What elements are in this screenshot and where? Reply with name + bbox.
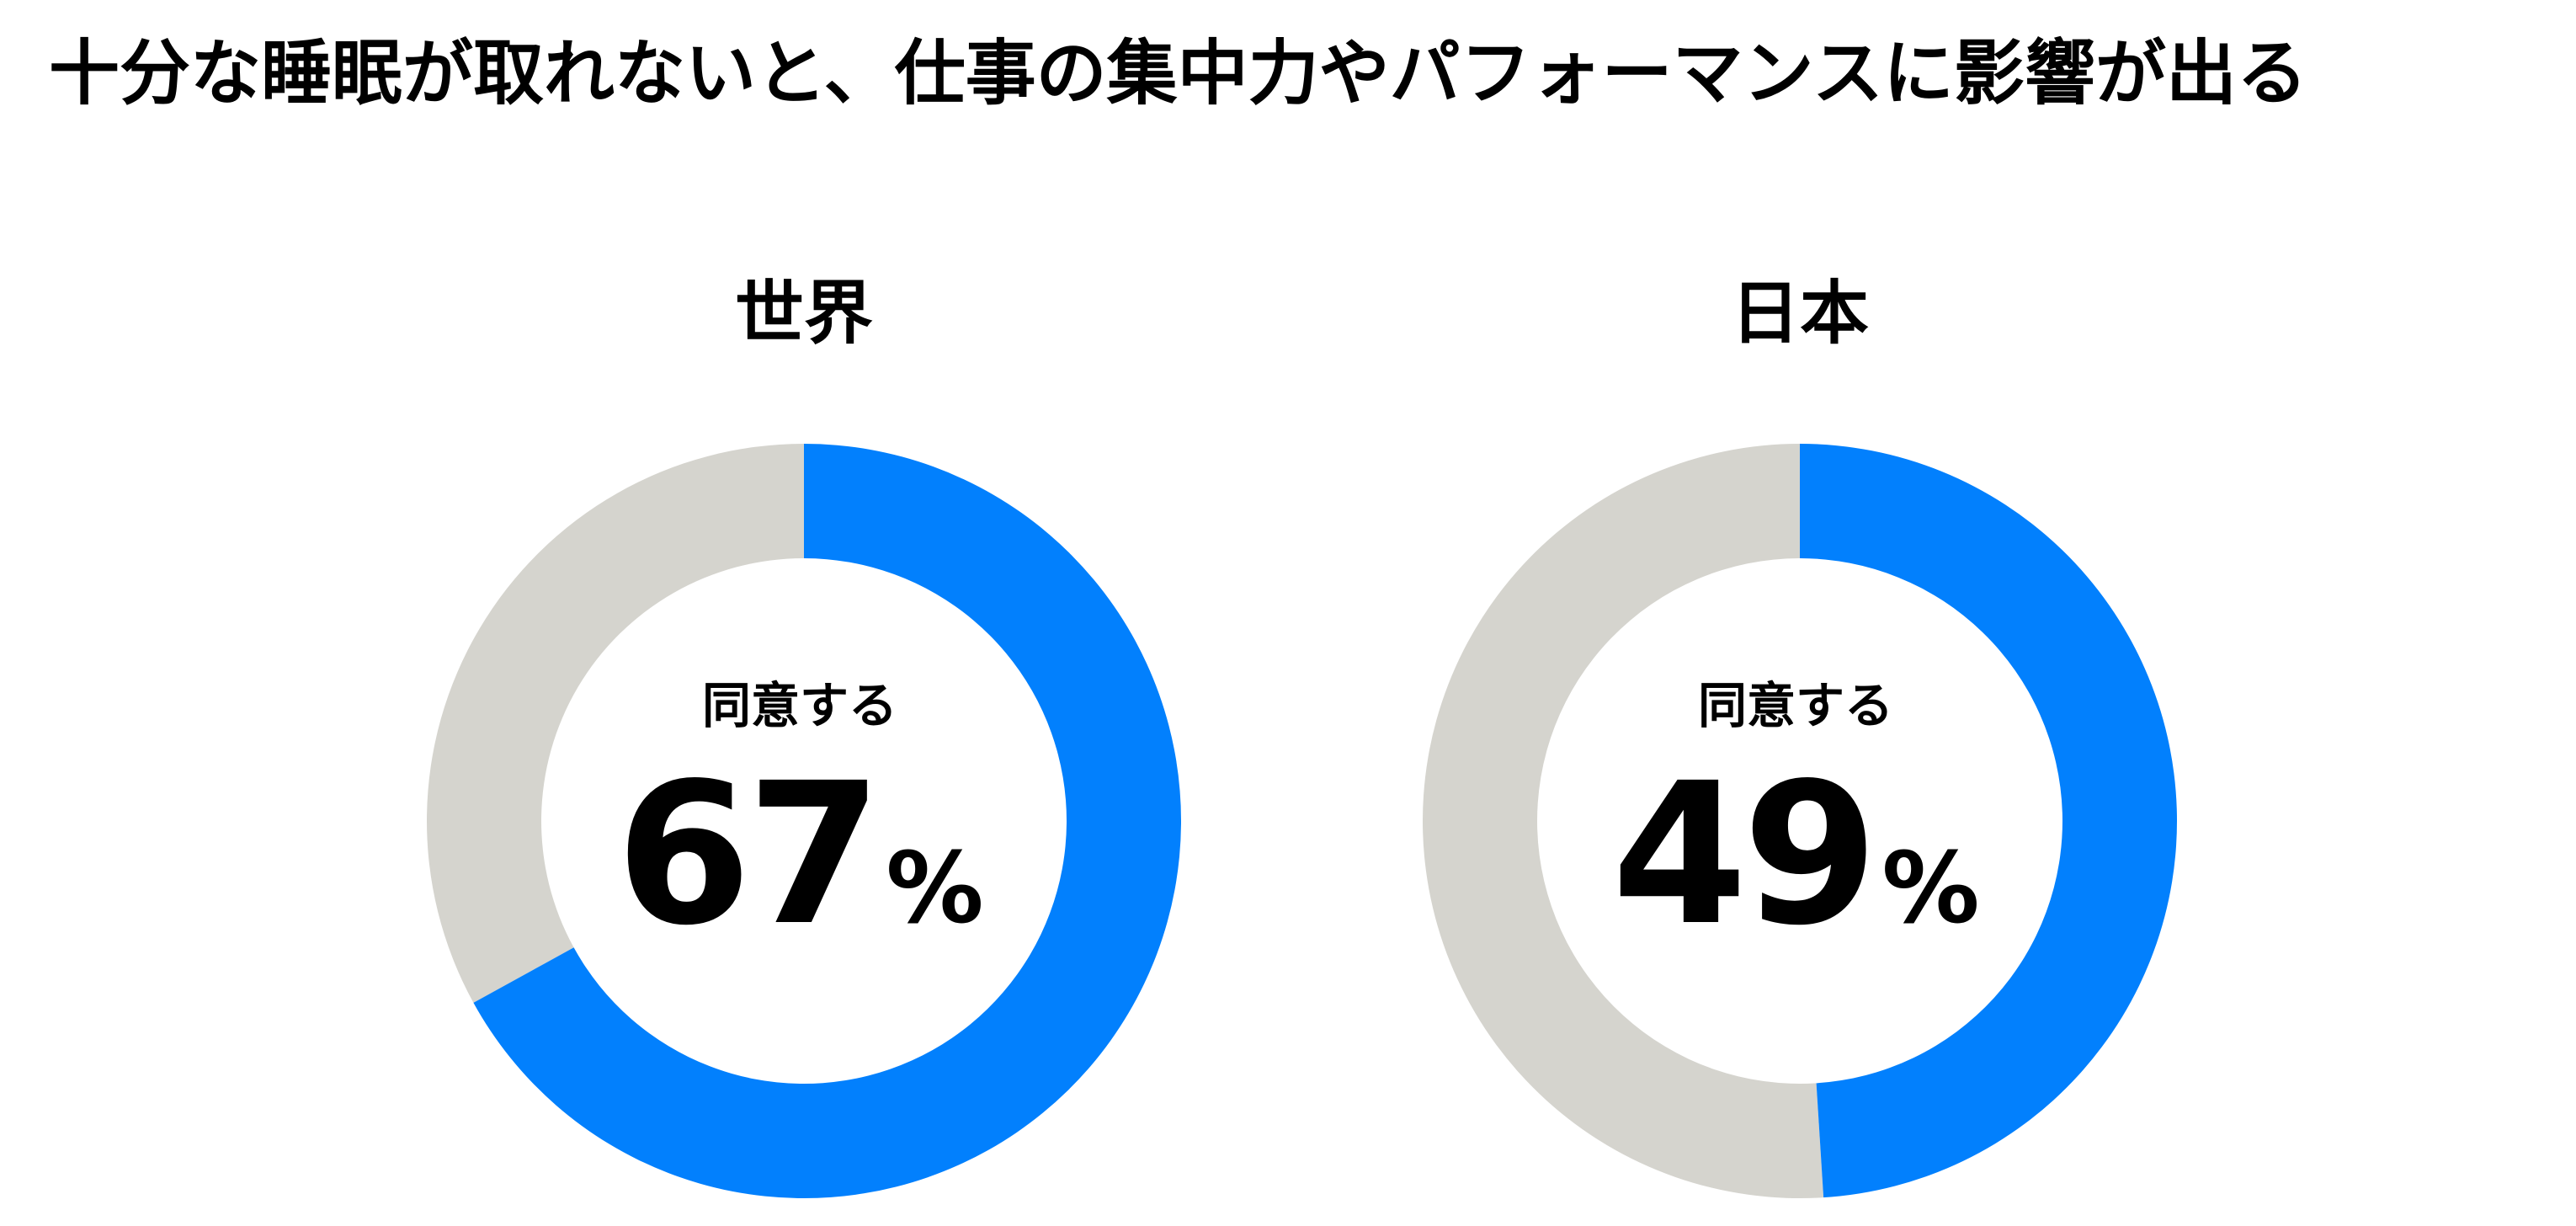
- center-label-world: 同意する: [702, 677, 897, 734]
- donut-panel-world: 世界 同意する 67%: [426, 274, 1181, 1198]
- percent-unit-world: %: [886, 832, 983, 946]
- center-value-japan: 49%: [1611, 741, 1979, 968]
- percent-unit-japan: %: [1881, 832, 1979, 946]
- donut-slice-agree: [1800, 444, 2178, 1198]
- center-label-japan: 同意する: [1698, 677, 1893, 734]
- panel-title-japan: 日本: [1731, 274, 1869, 354]
- donut-slice-remainder: [426, 444, 804, 1003]
- donut-slice-remainder: [1423, 444, 1824, 1198]
- percent-value-japan: 49: [1611, 741, 1873, 968]
- donut-slice-agree: [473, 444, 1181, 1198]
- donut-panel-japan: 日本 同意する 49%: [1423, 274, 2178, 1198]
- panel-title-world: 世界: [735, 274, 873, 354]
- center-value-world: 67%: [615, 741, 983, 968]
- chart-headline: 十分な睡眠が取れないと、仕事の集中力やパフォーマンスに影響が出る: [49, 32, 2307, 115]
- percent-value-world: 67: [615, 741, 877, 968]
